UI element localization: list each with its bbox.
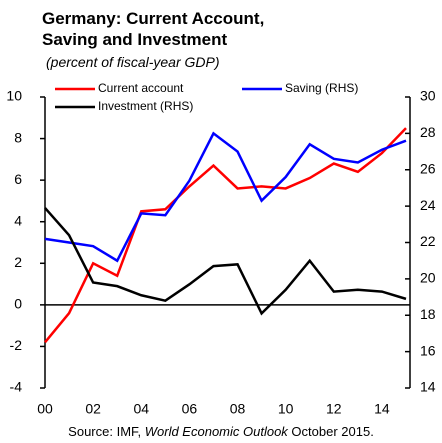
x-tick-label: 02 — [85, 401, 101, 417]
y-tick-label: 6 — [14, 171, 22, 187]
y2-tick-label: 30 — [420, 88, 436, 104]
source-publication: World Economic Outlook — [144, 424, 288, 439]
y-tick-label: -4 — [10, 379, 23, 395]
y-tick-label: 8 — [14, 129, 22, 145]
y2-tick-label: 28 — [420, 124, 436, 140]
series-line — [44, 127, 407, 344]
x-tick-label: 12 — [326, 401, 342, 417]
y2-tick-label: 24 — [420, 197, 436, 213]
y2-tick-label: 14 — [420, 379, 436, 395]
y2-tick-label: 22 — [420, 233, 436, 249]
chart-title: Germany: Current Account, Saving and Inv… — [42, 9, 265, 49]
x-tick-label: 00 — [37, 401, 53, 417]
series-line — [44, 207, 407, 316]
y-tick-label: 10 — [6, 88, 22, 104]
x-tick-label: 14 — [374, 401, 390, 417]
y-tick-label: 4 — [14, 212, 22, 228]
legend-label: Investment (RHS) — [98, 99, 193, 113]
y2-tick-label: 16 — [420, 342, 436, 358]
y-tick-label: 2 — [14, 254, 22, 270]
series-line — [44, 131, 407, 263]
x-tick-label: 06 — [182, 401, 198, 417]
x-tick-label: 10 — [278, 401, 294, 417]
source-text: Source: IMF, — [68, 424, 145, 439]
chart-subtitle: (percent of fiscal-year GDP) — [46, 54, 220, 70]
y2-tick-label: 18 — [420, 306, 436, 322]
y-tick-label: -2 — [10, 337, 23, 353]
source-text: October 2015. — [287, 424, 374, 439]
legend-label: Saving (RHS) — [285, 81, 358, 95]
y-tick-label: 0 — [14, 296, 22, 312]
y2-tick-label: 20 — [420, 270, 436, 286]
x-tick-label: 08 — [230, 401, 246, 417]
source-note: Source: IMF, World Economic Outlook Octo… — [0, 424, 442, 439]
y2-tick-label: 26 — [420, 160, 436, 176]
x-tick-label: 04 — [133, 401, 149, 417]
legend-label: Current account — [98, 81, 184, 95]
